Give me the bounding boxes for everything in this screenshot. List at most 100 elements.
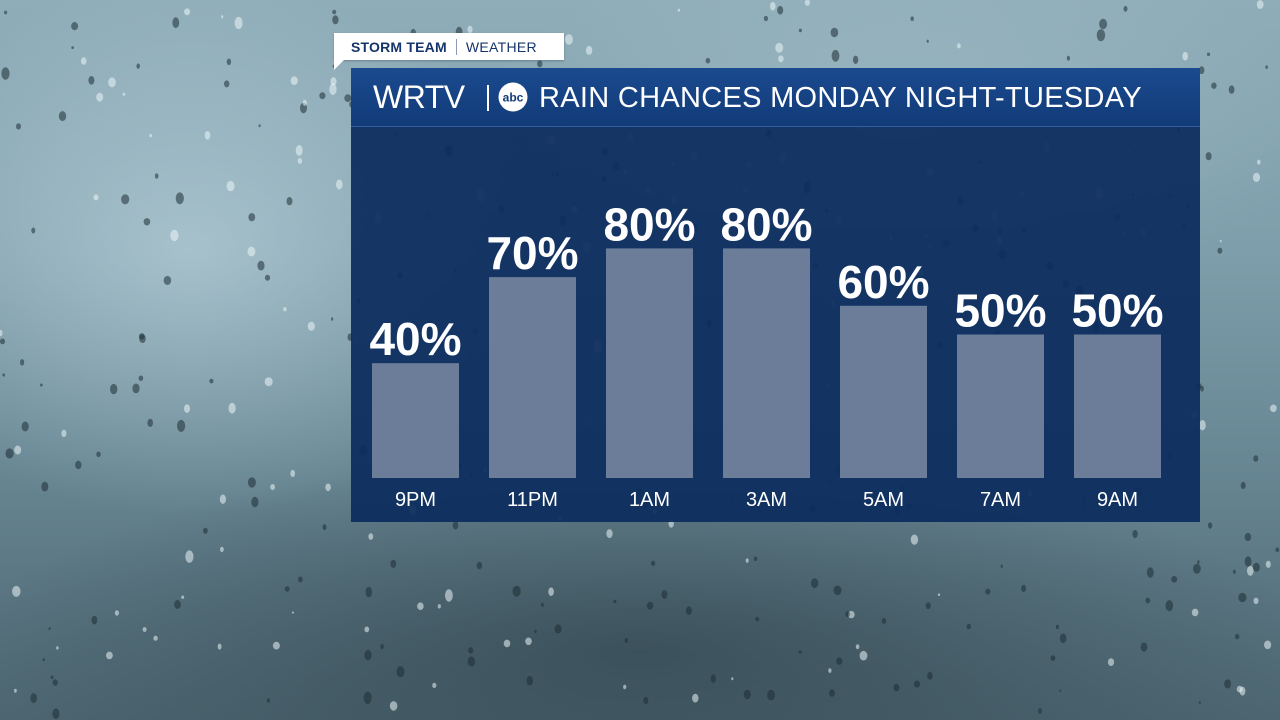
raindrop [525, 637, 532, 646]
raindrop [283, 307, 287, 312]
raindrop [643, 696, 649, 705]
raindrop [881, 618, 887, 624]
raindrop [650, 560, 656, 566]
raindrop [926, 39, 929, 43]
chart-header [351, 68, 1200, 127]
raindrop [153, 635, 158, 641]
raindrop [534, 629, 537, 634]
raindrop [468, 647, 474, 654]
raindrop [828, 668, 832, 673]
x-tick-label: 3AM [746, 489, 787, 511]
raindrop [297, 157, 303, 164]
bar-9am [1074, 334, 1161, 478]
raindrop [108, 77, 116, 88]
raindrop [1145, 597, 1151, 604]
raindrop [93, 194, 99, 201]
raindrop [2, 373, 5, 377]
raindrop [537, 60, 543, 68]
raindrop [172, 17, 180, 29]
raindrop [247, 477, 256, 488]
raindrop [181, 595, 185, 599]
raindrop [925, 602, 931, 610]
bar-value-label: 80% [720, 198, 812, 250]
raindrop [56, 646, 59, 650]
raindrop [661, 590, 668, 599]
raindrop [743, 689, 751, 700]
raindrop [302, 99, 307, 106]
raindrop [910, 16, 914, 22]
raindrop [71, 46, 74, 50]
raindrop [270, 484, 275, 490]
raindrop [1217, 247, 1223, 254]
raindrop [1265, 65, 1268, 69]
raindrop [1000, 564, 1003, 568]
raindrop [554, 624, 562, 634]
raindrop [1055, 624, 1060, 630]
station-logo: WRTV [373, 79, 465, 115]
bar-1am [606, 248, 693, 478]
raindrop [833, 585, 842, 596]
raindrop [1244, 556, 1252, 567]
raindrop [325, 483, 331, 492]
raindrop [985, 588, 991, 595]
raindrop [585, 45, 593, 55]
raindrop [1059, 633, 1067, 644]
raindrop [417, 602, 424, 610]
raindrop [396, 666, 405, 678]
raindrop [845, 611, 850, 618]
raindrop [142, 627, 147, 632]
raindrop [52, 679, 58, 686]
raindrop [692, 693, 699, 703]
bar-9pm [372, 363, 459, 478]
tag-team-label: STORM TEAM [351, 38, 447, 55]
raindrop [1199, 420, 1206, 431]
raindrop [966, 623, 971, 630]
x-tick-label: 9AM [1097, 489, 1138, 511]
raindrop [16, 123, 21, 130]
raindrop [836, 657, 843, 665]
raindrop [88, 76, 95, 85]
raindrop [1257, 159, 1261, 165]
raindrop [1211, 82, 1217, 89]
bar-3am [723, 248, 810, 478]
raindrop [132, 383, 140, 394]
raindrop [1244, 532, 1252, 542]
raindrop [1140, 642, 1148, 652]
raindrop [331, 317, 334, 321]
raindrop [1232, 569, 1236, 574]
raindrop [452, 521, 459, 530]
raindrop [4, 10, 8, 15]
raindrop [122, 92, 126, 96]
raindrop [185, 550, 194, 563]
x-tick-label: 7AM [980, 489, 1021, 511]
raindrop [138, 375, 144, 381]
raindrop [365, 586, 373, 598]
raindrop [307, 321, 315, 331]
raindrop [1021, 584, 1027, 593]
raindrop [526, 675, 533, 686]
raindrop [61, 429, 67, 438]
raindrop [1193, 563, 1201, 574]
raindrop [1224, 679, 1231, 689]
raindrop [184, 8, 191, 16]
raindrop [217, 643, 222, 650]
raindrop [264, 377, 273, 387]
raindrop [52, 708, 60, 720]
raindrop [290, 76, 298, 85]
raindrop [138, 333, 145, 340]
raindrop [1200, 385, 1204, 392]
raindrop [624, 638, 629, 643]
raindrop [364, 626, 370, 633]
raindrop [143, 218, 151, 226]
raindrop [42, 658, 45, 662]
raindrop [432, 682, 437, 689]
raindrop [247, 246, 256, 257]
raindrop [121, 194, 130, 205]
x-tick-label: 5AM [863, 489, 904, 511]
raindrop [1107, 658, 1115, 666]
raindrop [564, 34, 573, 45]
raindrop [512, 585, 521, 597]
raindrop [677, 8, 681, 12]
raindrop [705, 57, 711, 64]
raindrop [1099, 18, 1108, 30]
